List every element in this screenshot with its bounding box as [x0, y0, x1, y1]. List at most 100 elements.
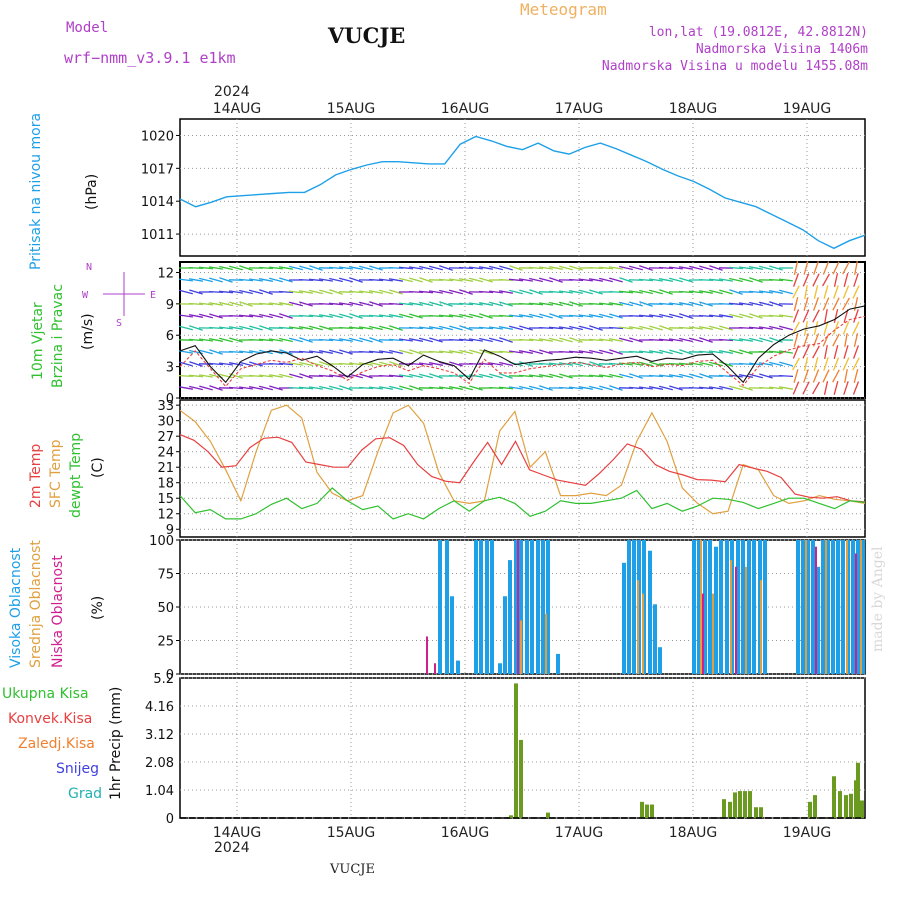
wind-arrow: [188, 302, 204, 306]
wind-arrow: [489, 337, 503, 343]
wind-arrow: [239, 289, 253, 295]
wind-arrow: [248, 314, 264, 318]
wind-arrow: [189, 361, 203, 367]
wind-arrow: [749, 301, 763, 307]
wind-arrow: [258, 266, 274, 270]
wind-arrow: [638, 314, 654, 318]
temp-ylabel-dewpt: dewpt Temp: [68, 432, 84, 518]
wind-arrow: [803, 369, 809, 383]
wind-arrow: [438, 278, 454, 282]
wind-arrow: [718, 374, 734, 378]
cloud-ylabel-high: Visoka Oblacnost: [8, 547, 24, 668]
wind-arrow: [419, 337, 433, 343]
wind-arrow: [208, 290, 224, 294]
wind-arrow: [409, 373, 423, 379]
high-cloud-bar: [438, 540, 442, 674]
mid-cloud-bar: [712, 593, 714, 674]
wind-arrow: [659, 313, 673, 319]
y-tick-label: 30: [157, 415, 174, 430]
wind-arrow: [538, 338, 554, 342]
day-label-bottom: 14AUG: [213, 825, 262, 841]
wind-arrow: [298, 350, 314, 354]
wind-arrow: [429, 301, 443, 307]
high-cloud-bar: [541, 540, 545, 674]
wind-arrow: [339, 277, 353, 283]
wind-arrow: [748, 290, 764, 294]
year-label-bottom: 2024: [214, 840, 250, 856]
high-cloud-bar: [648, 550, 652, 674]
high-cloud-bar: [474, 540, 478, 674]
wind-arrow: [588, 374, 604, 378]
wind-arrow: [689, 301, 703, 307]
wind-arrow: [648, 350, 664, 354]
wind-arrow: [378, 374, 394, 378]
wind-arrow: [669, 385, 683, 391]
wind-arrow: [538, 302, 554, 306]
wind-arrow: [219, 326, 233, 330]
high-cloud-bar: [445, 540, 449, 674]
wind-arrow: [812, 297, 820, 311]
wind-arrow: [569, 337, 583, 343]
wind-arrow: [249, 325, 263, 331]
wind-arrow: [822, 261, 830, 275]
wind-arrow: [812, 309, 820, 323]
wind-arrow: [238, 314, 254, 318]
wind-arrow: [812, 381, 820, 395]
wind-arrow: [318, 278, 334, 282]
wind-arrow: [388, 266, 404, 270]
wind-arrow: [499, 373, 513, 379]
wind-arrow: [219, 362, 233, 366]
pressure-unit: (hPa): [84, 173, 100, 210]
wind-arrow: [328, 302, 344, 306]
wind-arrow: [468, 362, 484, 366]
wind-arrow: [299, 301, 313, 307]
wind-arrow: [709, 289, 723, 295]
wind-arrow: [418, 290, 434, 294]
wind-arrow: [239, 325, 253, 331]
wind-arrow: [369, 361, 383, 367]
legend-convective: Konvek.Kisa: [8, 711, 93, 727]
wind-arrow: [208, 362, 224, 366]
y-tick-label: 1020: [141, 129, 174, 144]
wind-arrow: [608, 338, 624, 342]
wind-arrow: [369, 265, 383, 271]
wind-arrow: [639, 350, 653, 354]
low-cloud-bar: [702, 593, 704, 674]
wind-arrow: [688, 386, 704, 390]
wind-arrow: [318, 314, 334, 318]
compass-south: S: [116, 318, 123, 329]
wind-arrow: [389, 349, 403, 355]
dewpt-line: [179, 487, 866, 520]
wind-arrow: [449, 361, 463, 367]
wind-arrow: [832, 261, 840, 275]
wind-arrow: [498, 386, 514, 390]
low-cloud-bar: [517, 540, 519, 674]
wind-arrow: [389, 361, 403, 367]
wind-arrow: [489, 301, 503, 307]
high-cloud-bar: [479, 540, 483, 674]
wind-arrow: [408, 266, 424, 270]
wind-arrow: [579, 314, 593, 318]
wind-arrow: [629, 337, 643, 343]
wind-arrow: [832, 369, 840, 383]
low-cloud-bar: [735, 566, 737, 674]
wind-arrow: [658, 266, 674, 270]
compass-north: N: [86, 262, 93, 273]
wind-arrow: [778, 374, 794, 378]
wind-arrow: [458, 266, 474, 270]
high-cloud-bar: [806, 540, 810, 674]
wind-arrow: [518, 278, 534, 282]
wind-arrow: [379, 289, 393, 295]
legend-hail: Grad: [68, 786, 103, 802]
day-label-bottom: 15AUG: [327, 825, 376, 841]
precip-bar: [640, 801, 644, 818]
wind-arrow: [549, 301, 563, 307]
y-tick-label: 2.08: [145, 756, 174, 771]
day-label-top: 17AUG: [555, 101, 604, 117]
wind-arrow: [792, 357, 800, 371]
high-cloud-bar: [861, 540, 865, 674]
low-cloud-bar: [815, 546, 817, 674]
wind-arrow: [448, 350, 464, 354]
wind-arrow: [792, 309, 800, 323]
wind-arrow: [649, 289, 663, 295]
